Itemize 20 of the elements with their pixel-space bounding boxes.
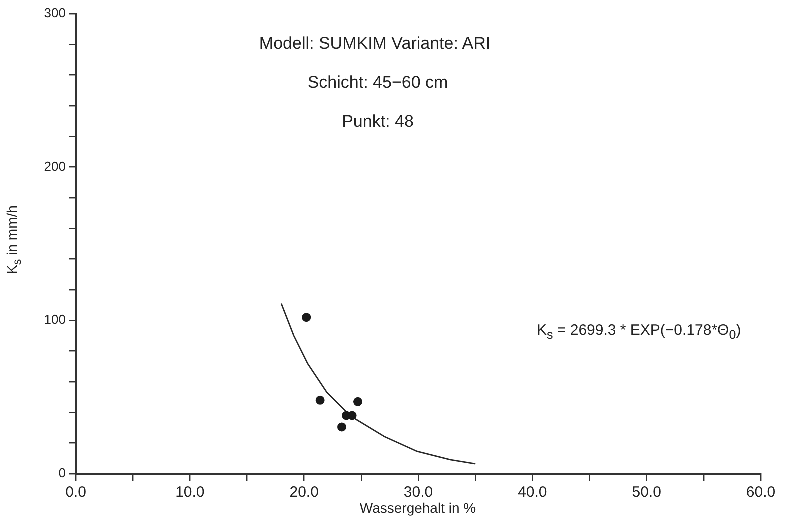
point	[338, 422, 347, 432]
y-tick-label: 0	[58, 466, 66, 481]
x-tick-label: 50.0	[632, 484, 662, 502]
x-tick-label: 40.0	[518, 484, 548, 502]
annotation: Punkt: 48	[342, 112, 414, 132]
x-tick-label: 10.0	[176, 484, 205, 502]
text: Schicht: 45−60 cm	[308, 73, 448, 93]
point	[316, 396, 325, 405]
x-axis-title: Wassergehalt in %	[360, 500, 476, 516]
x-tick-label: 60.0	[746, 484, 776, 502]
point	[353, 397, 362, 406]
x-tick-label: 0.0	[66, 484, 86, 502]
x-tick-label: 30.0	[404, 484, 434, 502]
y-tick-label: 100	[44, 312, 66, 328]
y-tick-label: 200	[44, 158, 66, 174]
annotation: K$_{s}$ = 2699.3 * EXP(−0.178*Θ$_{0}$)	[537, 322, 742, 342]
text: Modell: SUMKIM Variante: ARI	[259, 34, 491, 54]
y-tick-label: 300	[44, 6, 66, 21]
x-tick-label: 20.0	[290, 484, 319, 502]
point	[302, 313, 312, 322]
